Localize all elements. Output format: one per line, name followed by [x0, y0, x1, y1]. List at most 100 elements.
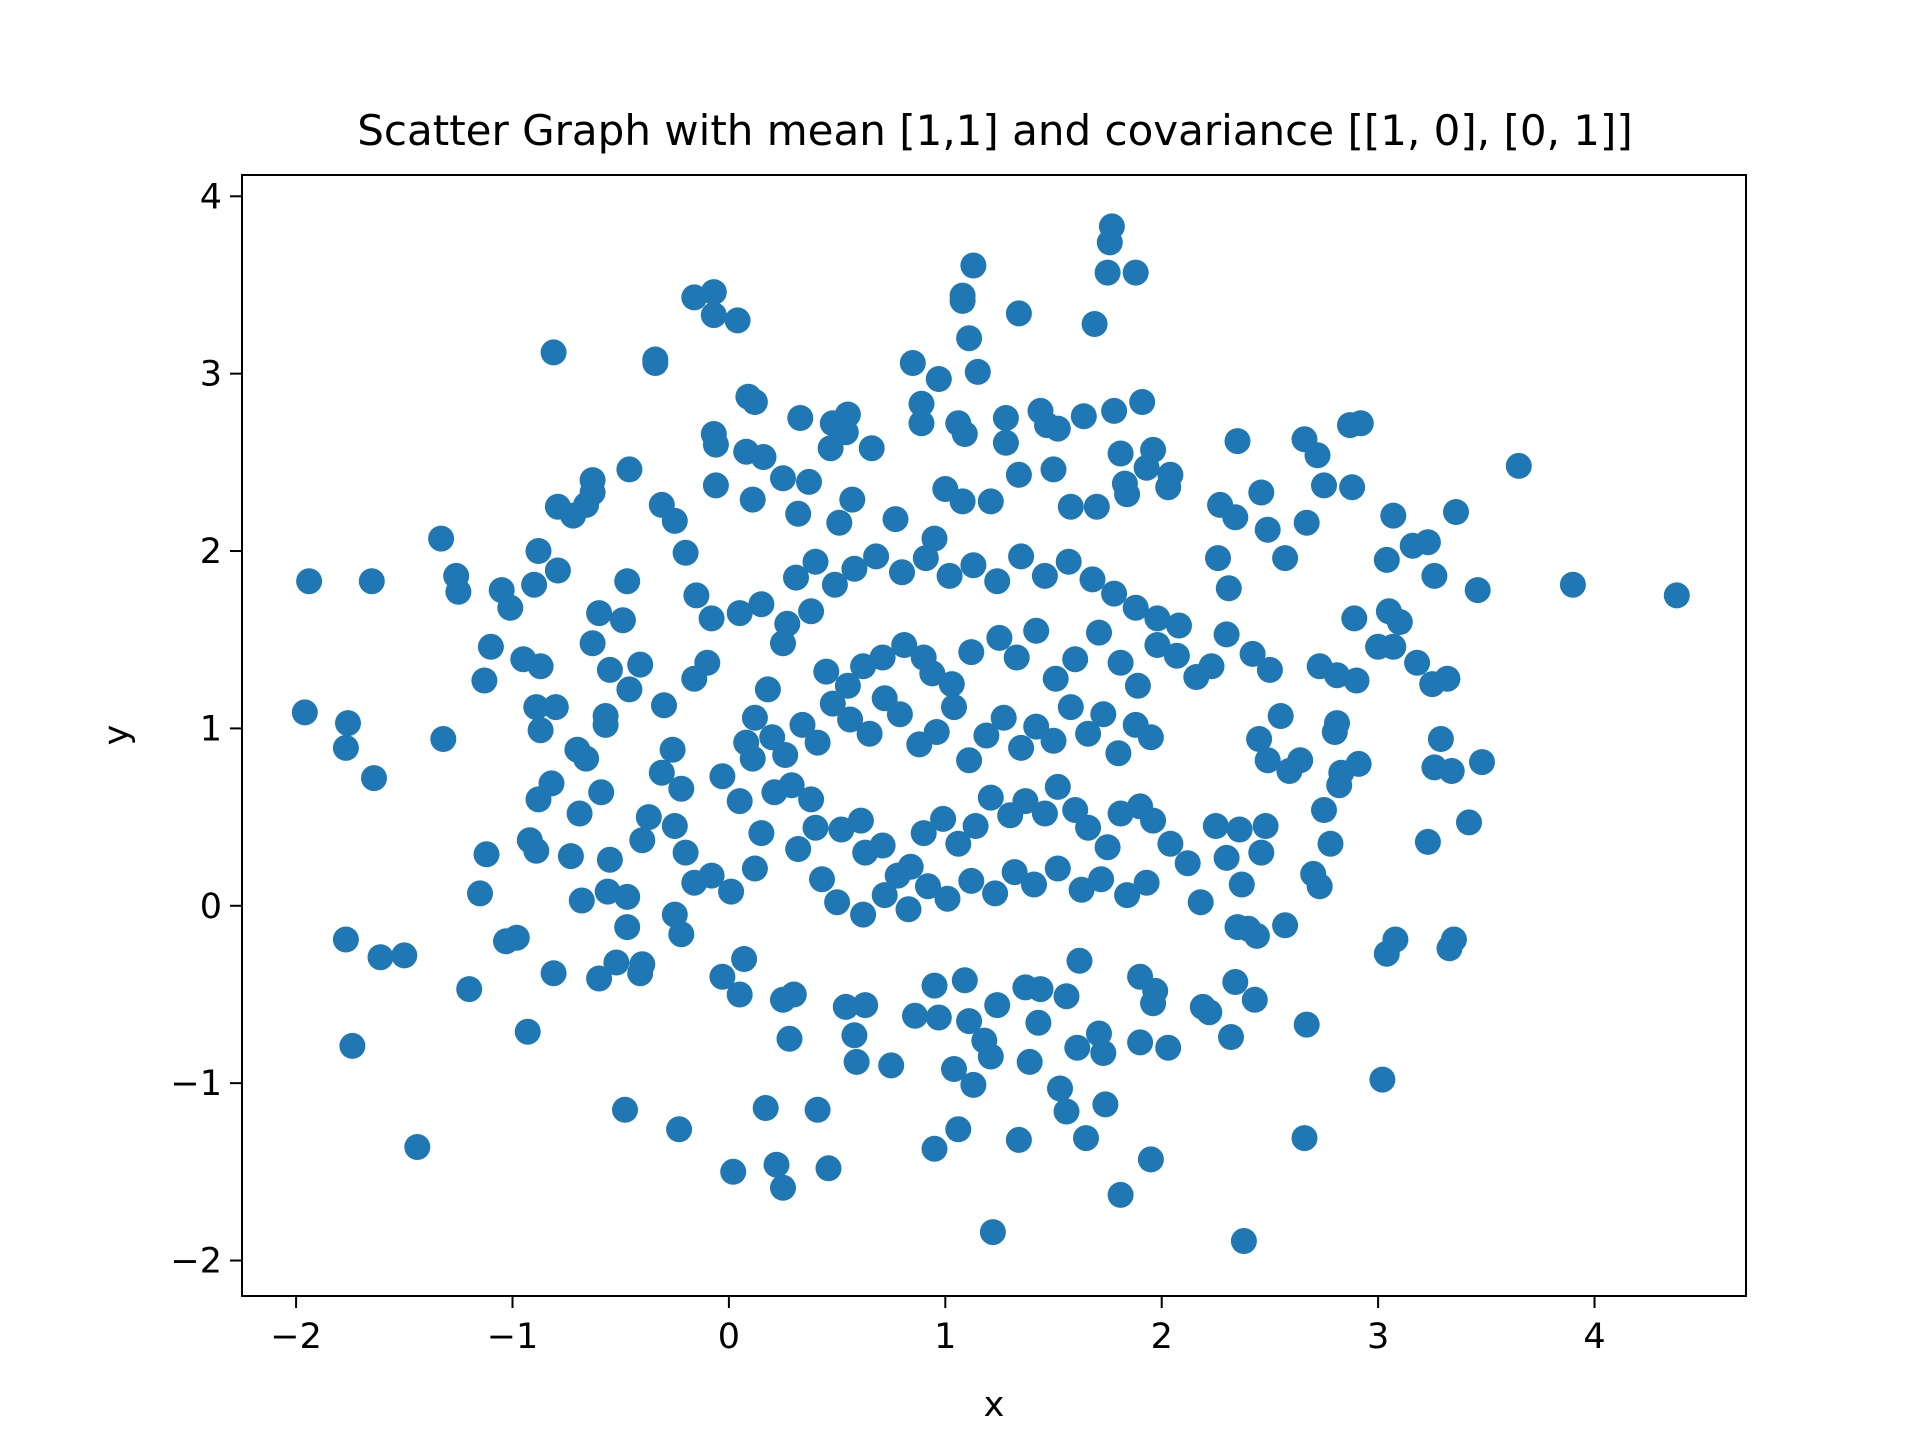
scatter-point — [514, 1018, 541, 1045]
scatter-point — [951, 967, 978, 994]
scatter-point — [789, 711, 816, 738]
scatter-point — [804, 729, 831, 756]
scatter-point — [700, 279, 727, 306]
scatter-point — [741, 704, 768, 731]
scatter-point — [1287, 747, 1314, 774]
scatter-point — [958, 867, 985, 894]
scatter-point — [992, 429, 1019, 456]
scatter-point — [899, 350, 926, 376]
scatter-point — [856, 720, 883, 747]
scatter-point — [497, 594, 524, 621]
scatter-point — [958, 639, 985, 666]
scatter-point — [804, 1096, 831, 1123]
scatter-point — [700, 302, 727, 329]
scatter-point — [1079, 566, 1106, 593]
scatter-point — [1224, 914, 1251, 941]
chart-title: Scatter Graph with mean [1,1] and covari… — [357, 106, 1633, 155]
scatter-point — [332, 734, 359, 761]
scatter-point — [1101, 397, 1128, 424]
x-axis: −2 −1 0 1 2 3 4 — [270, 1296, 1606, 1357]
scatter-point — [802, 814, 829, 841]
scatter-point — [921, 525, 948, 552]
scatter-point — [1239, 640, 1266, 667]
scatter-point — [1107, 1181, 1134, 1208]
scatter-point — [467, 880, 493, 907]
scatter-point — [895, 896, 922, 923]
scatter-point — [1241, 986, 1268, 1013]
scatter-point — [986, 624, 1013, 651]
scatter-point — [1155, 1034, 1182, 1061]
scatter-point — [960, 552, 987, 579]
scatter-point — [787, 405, 814, 431]
y-axis: −2 −1 0 1 2 3 4 — [170, 177, 242, 1282]
scatter-point — [850, 901, 877, 928]
scatter-point — [941, 1056, 967, 1082]
scatter-point — [1205, 545, 1231, 572]
scatter-point — [1443, 499, 1469, 525]
scatter-point — [1198, 653, 1225, 680]
scatter-point — [748, 591, 775, 618]
scatter-point — [661, 813, 688, 839]
scatter-point — [780, 981, 807, 1008]
scatter-point — [627, 651, 654, 678]
scatter-point — [702, 472, 729, 499]
scatter-point — [527, 653, 554, 680]
scatter-point — [1086, 1020, 1112, 1047]
scatter-point — [964, 358, 991, 385]
scatter-point — [973, 722, 1000, 749]
scatter-point — [1157, 830, 1184, 857]
scatter-point — [984, 568, 1011, 595]
x-tick-label: 3 — [1367, 1317, 1389, 1357]
scatter-point — [1057, 694, 1084, 721]
scatter-point — [1311, 472, 1337, 499]
scatter-point — [889, 559, 915, 586]
scatter-point — [1107, 800, 1134, 827]
scatter-point — [1438, 758, 1465, 784]
scatter-point — [1196, 999, 1223, 1026]
scatter-point — [921, 972, 948, 999]
scatter-point — [990, 704, 1017, 731]
scatter-point — [542, 694, 569, 721]
scatter-point — [1062, 646, 1089, 673]
scatter-point — [726, 981, 753, 1008]
scatter-point — [748, 820, 775, 847]
scatter-point — [813, 658, 840, 685]
y-tick-label: −2 — [170, 1242, 222, 1282]
scatter-point — [566, 800, 593, 827]
scatter-point — [614, 568, 641, 595]
scatter-point — [1001, 859, 1028, 886]
scatter-point — [783, 564, 809, 591]
y-axis-label: y — [97, 725, 137, 746]
scatter-point — [1005, 300, 1032, 327]
scatter-point — [770, 465, 796, 492]
scatter-point — [1222, 969, 1249, 995]
scatter-point — [925, 366, 952, 392]
scatter-point — [1304, 442, 1331, 469]
scatter-point — [523, 694, 550, 721]
scatter-point — [1155, 474, 1182, 501]
scatter-point — [527, 717, 554, 744]
scatter-point — [540, 960, 567, 987]
scatter-point — [834, 672, 861, 699]
scatter-point — [726, 600, 753, 627]
scatter-point — [752, 1095, 779, 1121]
x-tick-label: −1 — [487, 1317, 539, 1357]
scatter-point — [709, 963, 736, 990]
scatter-point — [709, 763, 736, 790]
scatter-point — [540, 339, 567, 366]
scatter-point — [1166, 612, 1192, 639]
scatter-point — [683, 582, 710, 609]
scatter-point — [1016, 1048, 1043, 1075]
scatter-point — [1012, 788, 1039, 815]
scatter-point — [473, 841, 500, 868]
scatter-point — [1347, 410, 1374, 437]
scatter-point — [923, 719, 950, 745]
scatter-point — [557, 843, 584, 870]
scatter-point — [1081, 311, 1108, 337]
scatter-point — [1044, 855, 1071, 882]
scatter-point — [1031, 800, 1058, 827]
scatter-point — [1057, 493, 1084, 520]
scatter-point — [1373, 546, 1400, 573]
scatter-point — [1129, 389, 1156, 415]
scatter-point — [925, 1004, 952, 1031]
